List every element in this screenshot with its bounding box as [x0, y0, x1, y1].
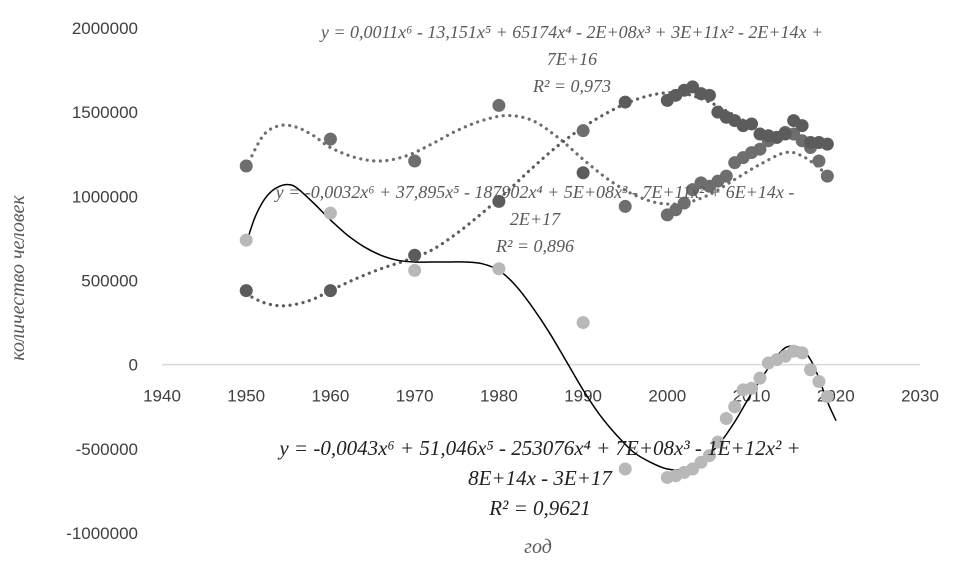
data-point: [576, 124, 590, 138]
x-tick-label: 1970: [396, 387, 434, 406]
y-tick-labels: 2000000 1500000 1000000 500000 0 -500000 -1000…: [66, 19, 138, 543]
data-point: [323, 132, 337, 146]
data-point: [719, 169, 733, 183]
equation-label-series-3: y = -0,0043x⁶ + 51,046x⁵ - 253076x⁴ + 7E…: [277, 436, 800, 520]
y-tick-label: 1500000: [72, 103, 138, 122]
data-point: [576, 316, 590, 330]
data-point: [702, 88, 716, 102]
equation-label-series-2: y = -0,0032x⁶ + 37,895x⁵ - 187902x⁴ + 5E…: [274, 182, 795, 256]
data-point: [795, 346, 809, 360]
x-tick-label: 2030: [901, 387, 939, 406]
y-tick-label: 2000000: [72, 19, 138, 38]
trendline-series-1: [244, 113, 829, 206]
data-point: [239, 233, 253, 247]
data-point: [408, 248, 422, 262]
data-point: [618, 199, 632, 213]
x-tick-label: 1990: [564, 387, 602, 406]
y-tick-label: -1000000: [66, 524, 138, 543]
data-point: [820, 390, 834, 404]
data-point: [812, 375, 826, 388]
x-tick-label: 1980: [480, 387, 518, 406]
y-tick-label: 0: [129, 356, 138, 375]
equation-2-r2: R² = 0,896: [495, 236, 574, 256]
data-point: [711, 435, 725, 449]
data-point: [492, 98, 506, 112]
y-axis-title: количество человек: [7, 195, 29, 361]
data-point: [804, 363, 818, 377]
equation-1-line-2: 7E+16: [547, 49, 597, 69]
data-point: [719, 412, 733, 426]
data-point: [753, 142, 767, 156]
trendline-series-2: [244, 91, 829, 308]
x-axis-title: год: [524, 536, 552, 558]
data-point: [618, 462, 632, 476]
equation-3-line-1: y = -0,0043x⁶ + 51,046x⁵ - 253076x⁴ + 7E…: [277, 436, 800, 460]
data-point: [239, 159, 253, 173]
data-point: [702, 449, 716, 463]
data-point: [820, 169, 834, 183]
x-tick-labels: 1940 1950 1960 1970 1980 1990 2000 2010 2020 2030: [143, 387, 939, 406]
data-point: [408, 263, 422, 277]
equation-3-line-2: 8E+14x - 3E+17: [468, 466, 613, 490]
y-tick-label: -500000: [76, 440, 138, 459]
equation-2-line-2: 2E+17: [510, 209, 561, 229]
data-point: [745, 381, 759, 395]
equation-1-line-1: y = 0,0011x⁶ - 13,151x⁵ + 65174x⁴ - 2E+0…: [319, 22, 823, 42]
data-point: [677, 196, 691, 210]
data-point: [408, 154, 422, 168]
x-tick-label: 1950: [227, 387, 265, 406]
data-point: [820, 137, 834, 151]
x-tick-label: 2000: [648, 387, 686, 406]
y-tick-label: 1000000: [72, 187, 138, 206]
x-tick-label: 1940: [143, 387, 181, 406]
data-point: [492, 262, 506, 276]
data-point: [323, 206, 337, 220]
data-point: [239, 284, 253, 298]
data-point: [778, 127, 792, 141]
x-tick-label: 1960: [312, 387, 350, 406]
data-point: [618, 95, 632, 109]
data-point: [576, 166, 590, 180]
data-point: [745, 117, 759, 131]
equation-3-r2: R² = 0,9621: [488, 496, 591, 520]
y-tick-label: 500000: [81, 272, 138, 291]
equation-label-series-1: y = 0,0011x⁶ - 13,151x⁵ + 65174x⁴ - 2E+0…: [319, 22, 823, 96]
data-points: [239, 80, 834, 484]
data-point: [323, 284, 337, 298]
data-point: [812, 154, 826, 168]
equation-2-line-1: y = -0,0032x⁶ + 37,895x⁵ - 187902x⁴ + 5E…: [274, 182, 795, 202]
data-point: [795, 119, 809, 133]
equation-1-r2: R² = 0,973: [532, 76, 611, 96]
data-point: [728, 400, 742, 414]
data-point: [753, 371, 767, 385]
data-point: [492, 194, 506, 208]
